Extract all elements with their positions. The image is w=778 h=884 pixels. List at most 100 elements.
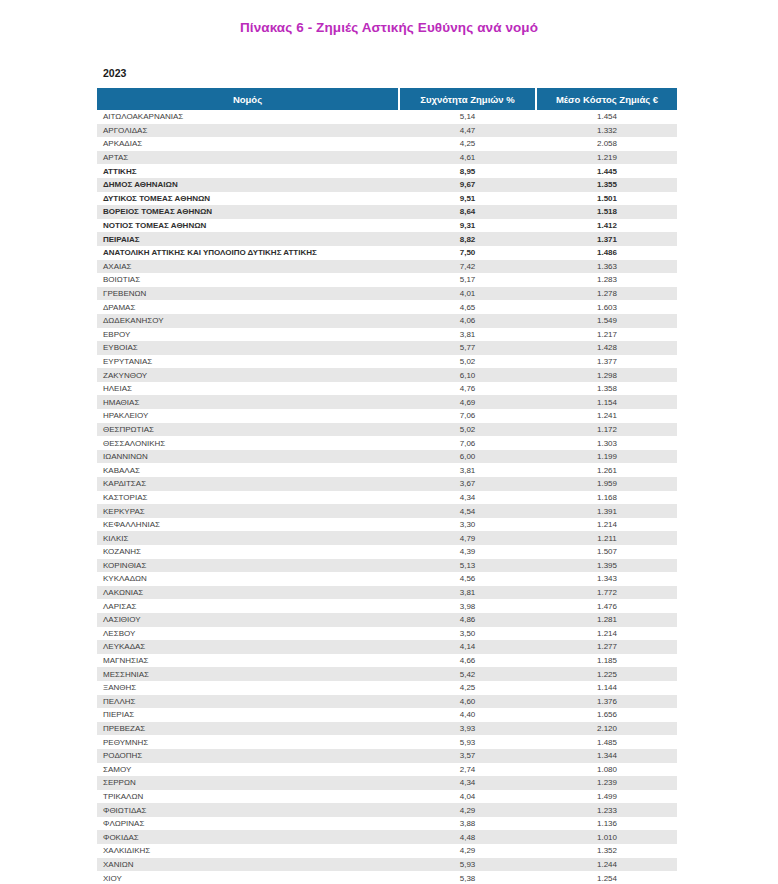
claim-frequency-cell: 4,61 [400, 153, 535, 162]
average-cost-cell: 1.363 [537, 262, 677, 271]
table-row: ΔΡΑΜΑΣ4,651.603 [97, 300, 677, 314]
claim-frequency-cell: 4,86 [400, 615, 535, 624]
table-row: ΚΑΒΑΛΑΣ3,811.261 [97, 463, 677, 477]
table-row: ΝΟΤΙΟΣ ΤΟΜΕΑΣ ΑΘΗΝΩΝ9,311.412 [97, 219, 677, 233]
prefecture-name-cell: ΛΑΣΙΘΙΟΥ [97, 615, 400, 624]
prefecture-name-cell: ΙΩΑΝΝΙΝΩΝ [97, 452, 400, 461]
claim-frequency-cell: 5,93 [400, 738, 535, 747]
claim-frequency-cell: 4,25 [400, 683, 535, 692]
average-cost-cell: 1.376 [537, 697, 677, 706]
average-cost-cell: 1.144 [537, 683, 677, 692]
prefecture-name-cell: ΒΟΙΩΤΙΑΣ [97, 275, 400, 284]
claim-frequency-cell: 4,56 [400, 574, 535, 583]
prefecture-name-cell: ΓΡΕΒΕΝΩΝ [97, 289, 400, 298]
claim-frequency-cell: 6,00 [400, 452, 535, 461]
table-row: ΗΜΑΘΙΑΣ4,691.154 [97, 395, 677, 409]
prefecture-name-cell: ΔΗΜΟΣ ΑΘΗΝΑΙΩΝ [97, 180, 400, 189]
average-cost-cell: 1.358 [537, 384, 677, 393]
table-row: ΗΡΑΚΛΕΙΟΥ7,061.241 [97, 409, 677, 423]
average-cost-cell: 1.239 [537, 778, 677, 787]
prefecture-name-cell: ΠΕΛΛΗΣ [97, 697, 400, 706]
table-row: ΠΕΙΡΑΙΑΣ8,821.371 [97, 232, 677, 246]
claim-frequency-cell: 7,50 [400, 248, 535, 257]
average-cost-cell: 1.244 [537, 860, 677, 869]
table-row: ΛΕΣΒΟΥ3,501.214 [97, 627, 677, 641]
claim-frequency-cell: 4,39 [400, 547, 535, 556]
claim-frequency-cell: 4,69 [400, 398, 535, 407]
table-row: ΤΡΙΚΑΛΩΝ4,041.499 [97, 790, 677, 804]
table-row: ΒΟΡΕΙΟΣ ΤΟΜΕΑΣ ΑΘΗΝΩΝ8,641.518 [97, 205, 677, 219]
claim-frequency-cell: 9,51 [400, 194, 535, 203]
average-cost-cell: 1.214 [537, 520, 677, 529]
claim-frequency-cell: 3,67 [400, 479, 535, 488]
average-cost-cell: 1.219 [537, 153, 677, 162]
prefecture-name-cell: ΚΑΡΔΙΤΣΑΣ [97, 479, 400, 488]
table-row: ΚΙΛΚΙΣ4,791.211 [97, 531, 677, 545]
prefecture-name-cell: ΛΑΡΙΣΑΣ [97, 602, 400, 611]
average-cost-cell: 1.217 [537, 330, 677, 339]
average-cost-cell: 1.476 [537, 602, 677, 611]
claim-frequency-cell: 8,82 [400, 235, 535, 244]
prefecture-name-cell: ΑΡΚΑΔΙΑΣ [97, 139, 400, 148]
claim-frequency-cell: 7,42 [400, 262, 535, 271]
claim-frequency-cell: 4,40 [400, 710, 535, 719]
page-title: Πίνακας 6 - Ζημιές Αστικής Ευθύνης ανά ν… [0, 20, 778, 35]
prefecture-name-cell: ΞΑΝΘΗΣ [97, 683, 400, 692]
table-row: ΘΕΣΣΑΛΟΝΙΚΗΣ7,061.303 [97, 436, 677, 450]
table-row: ΖΑΚΥΝΘΟΥ6,101.298 [97, 368, 677, 382]
claim-frequency-cell: 4,14 [400, 642, 535, 651]
average-cost-cell: 1.485 [537, 738, 677, 747]
average-cost-cell: 1.518 [537, 207, 677, 216]
claim-frequency-cell: 4,29 [400, 806, 535, 815]
average-cost-cell: 1.549 [537, 316, 677, 325]
table-row: ΑΝΑΤΟΛΙΚΗ ΑΤΤΙΚΗΣ ΚΑΙ ΥΠΟΛΟΙΠΟ ΔΥΤΙΚΗΣ Α… [97, 246, 677, 260]
table-row: ΦΟΚΙΔΑΣ4,481.010 [97, 830, 677, 844]
average-cost-cell: 1.168 [537, 493, 677, 502]
table-row: ΧΙΟΥ5,381.254 [97, 871, 677, 884]
claim-frequency-cell: 3,50 [400, 629, 535, 638]
average-cost-cell: 1.499 [537, 792, 677, 801]
table-row: ΙΩΑΝΝΙΝΩΝ6,001.199 [97, 450, 677, 464]
table-row: ΕΒΡΟΥ3,811.217 [97, 328, 677, 342]
average-cost-cell: 1.355 [537, 180, 677, 189]
table-row: ΔΥΤΙΚΟΣ ΤΟΜΕΑΣ ΑΘΗΝΩΝ9,511.501 [97, 192, 677, 206]
prefecture-name-cell: ΑΧΑΙΑΣ [97, 262, 400, 271]
prefecture-name-cell: ΠΙΕΡΙΑΣ [97, 710, 400, 719]
prefecture-name-cell: ΚΥΚΛΑΔΩΝ [97, 574, 400, 583]
average-cost-cell: 1.298 [537, 371, 677, 380]
claim-frequency-cell: 9,31 [400, 221, 535, 230]
year-label: 2023 [103, 67, 126, 79]
prefecture-name-cell: ΦΘΙΩΤΙΔΑΣ [97, 806, 400, 815]
prefecture-name-cell: ΧΑΛΚΙΔΙΚΗΣ [97, 846, 400, 855]
table-row: ΕΥΡΥΤΑΝΙΑΣ5,021.377 [97, 355, 677, 369]
table-row: ΚΑΣΤΟΡΙΑΣ4,341.168 [97, 491, 677, 505]
average-cost-cell: 1.277 [537, 642, 677, 651]
prefecture-name-cell: ΔΩΔΕΚΑΝΗΣΟΥ [97, 316, 400, 325]
prefecture-name-cell: ΖΑΚΥΝΘΟΥ [97, 371, 400, 380]
table-row: ΑΡΓΟΛΙΔΑΣ4,471.332 [97, 124, 677, 138]
prefecture-name-cell: ΜΑΓΝΗΣΙΑΣ [97, 656, 400, 665]
average-cost-cell: 1.254 [537, 874, 677, 883]
table-row: ΑΤΤΙΚΗΣ8,951.445 [97, 164, 677, 178]
table-row: ΚΕΦΑΛΛΗΝΙΑΣ3,301.214 [97, 518, 677, 532]
column-header-average-claim-cost: Μέσο Κόστος Ζημιάς € [537, 88, 677, 110]
average-cost-cell: 1.454 [537, 112, 677, 121]
average-cost-cell: 1.344 [537, 751, 677, 760]
average-cost-cell: 1.283 [537, 275, 677, 284]
table-header-row: Νομός Συχνότητα Ζημιών % Μέσο Κόστος Ζημ… [97, 88, 677, 110]
claim-frequency-cell: 4,06 [400, 316, 535, 325]
claim-frequency-cell: 4,34 [400, 493, 535, 502]
prefecture-name-cell: ΗΜΑΘΙΑΣ [97, 398, 400, 407]
claim-frequency-cell: 5,13 [400, 561, 535, 570]
table-row: ΚΑΡΔΙΤΣΑΣ3,671.959 [97, 477, 677, 491]
prefecture-name-cell: ΑΡΤΑΣ [97, 153, 400, 162]
average-cost-cell: 1.211 [537, 534, 677, 543]
average-cost-cell: 1.486 [537, 248, 677, 257]
average-cost-cell: 1.080 [537, 765, 677, 774]
claim-frequency-cell: 4,01 [400, 289, 535, 298]
claim-frequency-cell: 4,25 [400, 139, 535, 148]
column-header-prefecture: Νομός [97, 88, 398, 110]
prefecture-name-cell: ΔΡΑΜΑΣ [97, 303, 400, 312]
table-row: ΚΥΚΛΑΔΩΝ4,561.343 [97, 572, 677, 586]
table-row: ΧΑΛΚΙΔΙΚΗΣ4,291.352 [97, 844, 677, 858]
